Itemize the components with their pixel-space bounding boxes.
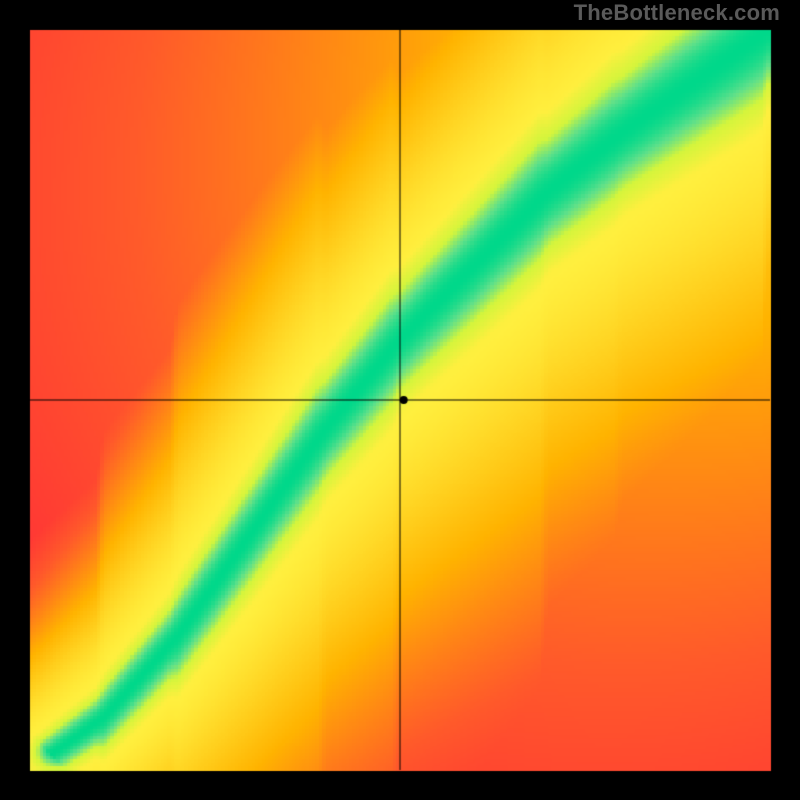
heatmap-canvas bbox=[0, 0, 800, 800]
watermark-text: TheBottleneck.com bbox=[574, 0, 780, 26]
chart-container: TheBottleneck.com bbox=[0, 0, 800, 800]
